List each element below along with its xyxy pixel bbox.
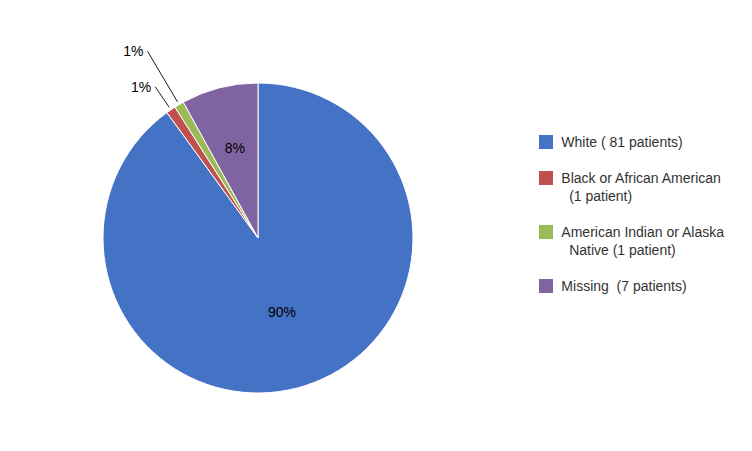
svg-text:1%: 1%: [131, 79, 151, 95]
html-text:Black or African American (1 p: Black or African American (1 patient): [561, 170, 721, 204]
html-text:American Indian or Alaska Nati: American Indian or Alaska Native (1 pati…: [561, 224, 724, 258]
html-text:White ( 81 patients): White ( 81 patients): [561, 134, 683, 150]
svg-text:90%: 90%: [268, 304, 296, 320]
svg-text:1%: 1%: [123, 43, 143, 59]
html-text:Missing (7 patients): Missing (7 patients): [561, 278, 687, 294]
svg-text:8%: 8%: [225, 140, 245, 156]
